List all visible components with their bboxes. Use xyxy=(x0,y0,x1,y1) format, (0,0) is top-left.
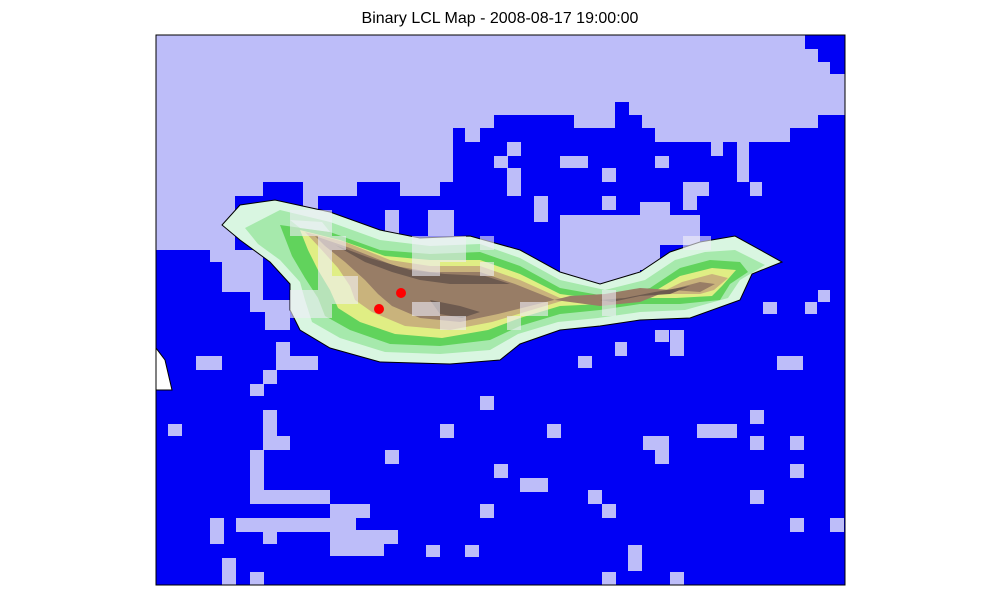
station-marker[interactable] xyxy=(374,304,384,314)
map-title: Binary LCL Map - 2008-08-17 19:00:00 xyxy=(361,10,639,27)
station-marker[interactable] xyxy=(396,288,406,298)
land-patch-west xyxy=(156,347,173,391)
terrain-island xyxy=(221,199,784,365)
lcl-high-overlay xyxy=(290,210,711,330)
lcl-low-cells xyxy=(615,35,845,129)
plot-frame xyxy=(155,34,846,586)
lcl-high-region xyxy=(156,35,845,585)
